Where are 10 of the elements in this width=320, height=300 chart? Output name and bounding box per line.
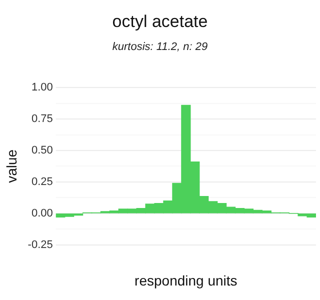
chart-subtitle: kurtosis: 11.2, n: 29 <box>111 41 209 53</box>
y-axis-title: value <box>3 149 20 183</box>
chart-title: octyl acetate <box>111 12 209 32</box>
text: 0.25 <box>31 176 53 188</box>
text: 0.50 <box>31 144 53 157</box>
y-tick-label: 0.00 <box>31 207 53 220</box>
text: 1.00 <box>31 82 53 94</box>
text: 0.75 <box>31 113 53 126</box>
x-axis-title: responding units <box>134 272 238 288</box>
y-tick-label: -0.25 <box>28 238 53 251</box>
